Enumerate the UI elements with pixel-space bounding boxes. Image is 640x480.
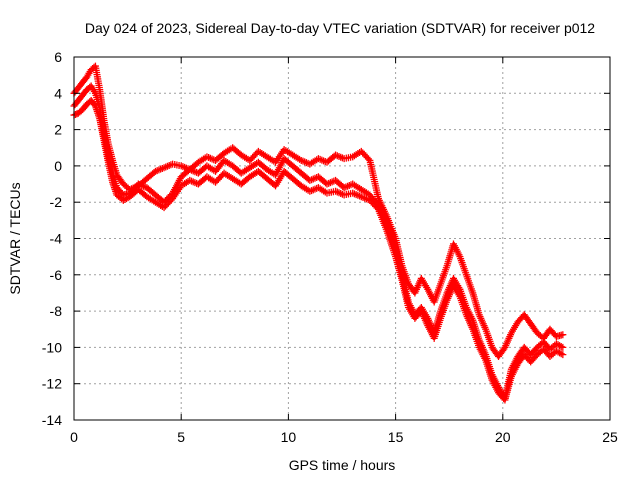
grid bbox=[74, 57, 610, 420]
data-point bbox=[557, 350, 565, 358]
x-tick-label: 10 bbox=[281, 429, 297, 445]
x-axis-label: GPS time / hours bbox=[289, 457, 396, 473]
y-tick-label: -2 bbox=[50, 194, 63, 210]
x-tick-label: 5 bbox=[177, 429, 185, 445]
data-series bbox=[70, 62, 567, 404]
y-tick-label: -4 bbox=[50, 231, 63, 247]
x-tick-label: 15 bbox=[388, 429, 404, 445]
y-tick-label: 2 bbox=[54, 122, 62, 138]
chart-title: Day 024 of 2023, Sidereal Day-to-day VTE… bbox=[85, 20, 595, 36]
series-track-c bbox=[70, 97, 567, 404]
y-tick-label: -12 bbox=[42, 376, 62, 392]
data-point bbox=[559, 331, 567, 339]
data-point bbox=[559, 351, 567, 359]
axis-ticks: 0 5 10 15 20 25 -14 -12 -10 -8 -6 -4 -2 0 2 4 6 bbox=[42, 49, 618, 445]
y-tick-label: 0 bbox=[54, 158, 62, 174]
x-tick-label: 25 bbox=[602, 429, 618, 445]
y-tick-label: -6 bbox=[50, 267, 63, 283]
y-axis-label: SDTVAR / TECUs bbox=[7, 182, 23, 294]
y-tick-label: 6 bbox=[54, 49, 62, 65]
y-tick-label: -10 bbox=[42, 339, 62, 355]
y-tick-label: -8 bbox=[50, 303, 63, 319]
y-tick-label: -14 bbox=[42, 412, 62, 428]
data-point bbox=[364, 155, 372, 163]
data-point bbox=[559, 343, 567, 351]
x-tick-label: 0 bbox=[70, 429, 78, 445]
y-tick-label: 4 bbox=[54, 85, 62, 101]
x-tick-label: 20 bbox=[495, 429, 511, 445]
data-point bbox=[557, 342, 565, 350]
